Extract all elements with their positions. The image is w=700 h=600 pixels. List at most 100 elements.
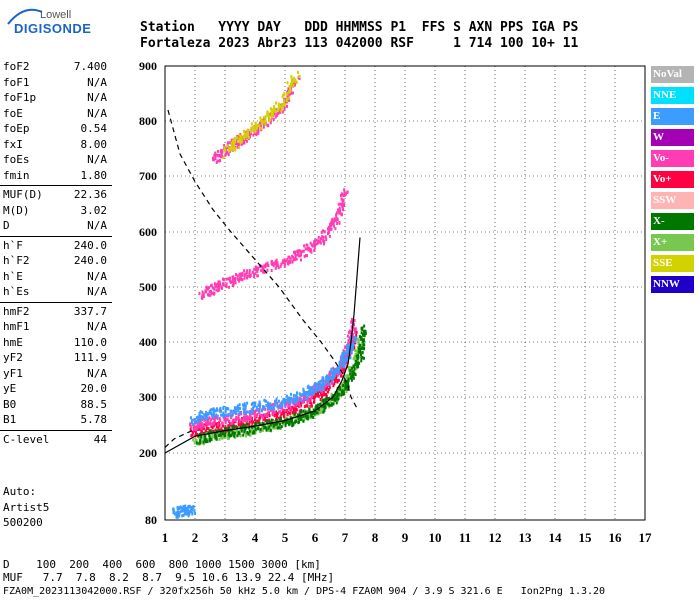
echo-point bbox=[273, 106, 276, 110]
echo-point bbox=[292, 406, 295, 410]
echo-point bbox=[202, 295, 205, 299]
echo-point bbox=[265, 414, 268, 418]
echo-point bbox=[276, 264, 279, 268]
echo-point bbox=[359, 352, 362, 356]
echo-point bbox=[363, 332, 366, 336]
echo-point bbox=[284, 424, 287, 428]
echo-point bbox=[237, 416, 240, 420]
echo-point bbox=[305, 243, 308, 247]
echo-point bbox=[183, 512, 186, 516]
echo-point bbox=[194, 430, 197, 434]
echo-point bbox=[344, 192, 347, 196]
profile-curve bbox=[164, 237, 361, 454]
echo-point bbox=[262, 417, 265, 421]
echo-point bbox=[308, 409, 311, 413]
echo-point bbox=[352, 376, 355, 380]
echo-point bbox=[243, 138, 246, 142]
echo-point bbox=[302, 249, 305, 253]
echo-point bbox=[236, 404, 239, 408]
echo-point bbox=[341, 198, 344, 202]
echo-point bbox=[272, 412, 275, 416]
echo-point bbox=[348, 366, 351, 370]
echo-point bbox=[291, 418, 294, 422]
param-name: D bbox=[3, 219, 10, 232]
echo-point bbox=[296, 391, 299, 395]
echo-point bbox=[327, 378, 330, 382]
param-separator bbox=[0, 301, 112, 303]
x-tick-label: 8 bbox=[372, 530, 379, 545]
echo-point bbox=[263, 264, 266, 268]
legend-item: X+ bbox=[651, 234, 694, 251]
echo-point bbox=[325, 401, 328, 405]
echo-point bbox=[328, 397, 331, 401]
echo-point bbox=[274, 260, 277, 264]
echo-point bbox=[217, 426, 220, 430]
echo-point bbox=[346, 343, 349, 347]
echo-point bbox=[327, 230, 330, 234]
legend-item: W bbox=[651, 129, 694, 146]
echo-point bbox=[315, 406, 318, 410]
param-value: 88.5 bbox=[80, 397, 108, 411]
echo-point bbox=[343, 191, 346, 195]
echo-point bbox=[331, 374, 334, 378]
echo-point bbox=[235, 415, 238, 419]
echo-point bbox=[283, 108, 286, 112]
echo-point bbox=[226, 144, 229, 148]
echo-point bbox=[330, 392, 333, 396]
echo-point bbox=[335, 213, 338, 217]
echo-point bbox=[360, 347, 363, 351]
echo-point bbox=[335, 370, 338, 374]
echo-point bbox=[340, 212, 343, 216]
echo-point bbox=[214, 285, 217, 289]
echo-point bbox=[283, 401, 286, 405]
echo-point bbox=[211, 286, 214, 290]
echo-point bbox=[341, 200, 344, 204]
echo-point bbox=[260, 269, 263, 273]
echo-point bbox=[309, 241, 312, 245]
echo-point bbox=[172, 511, 175, 515]
echo-point bbox=[361, 338, 364, 342]
echo-point bbox=[360, 331, 363, 335]
echo-point bbox=[313, 400, 316, 404]
echo-point bbox=[341, 352, 344, 356]
echo-point bbox=[236, 139, 239, 143]
echo-point bbox=[310, 387, 313, 391]
echo-point bbox=[261, 413, 264, 417]
echo-point bbox=[202, 442, 205, 446]
param-value: N/A bbox=[87, 285, 107, 298]
echo-point bbox=[321, 385, 324, 389]
echo-point bbox=[328, 405, 331, 409]
echo-point bbox=[328, 234, 331, 238]
echo-point bbox=[200, 418, 203, 422]
param-name: hmF1 bbox=[3, 320, 30, 333]
echo-point bbox=[226, 418, 229, 422]
echo-point bbox=[275, 422, 278, 426]
echo-point bbox=[283, 413, 286, 417]
echo-point bbox=[341, 355, 344, 359]
echo-point bbox=[300, 416, 303, 420]
echo-point bbox=[300, 393, 303, 397]
echo-point bbox=[227, 412, 230, 416]
echo-point bbox=[354, 362, 357, 366]
echo-point bbox=[270, 418, 273, 422]
echo-point bbox=[291, 91, 294, 95]
echo-point bbox=[205, 421, 208, 425]
echo-point bbox=[313, 239, 316, 243]
echo-point bbox=[287, 410, 290, 414]
echo-point bbox=[223, 144, 226, 148]
echo-point bbox=[216, 149, 219, 153]
echo-point bbox=[221, 149, 224, 153]
echo-point bbox=[228, 146, 231, 150]
echo-point bbox=[288, 401, 291, 405]
echo-point bbox=[320, 401, 323, 405]
echo-point bbox=[300, 414, 303, 418]
echo-point bbox=[264, 425, 267, 429]
echo-point bbox=[298, 409, 301, 413]
echo-point bbox=[316, 388, 319, 392]
echo-point bbox=[192, 438, 195, 442]
echo-point bbox=[275, 401, 278, 405]
echo-point bbox=[356, 337, 359, 341]
echo-point bbox=[280, 106, 283, 110]
echo-point bbox=[324, 379, 327, 383]
echo-point bbox=[324, 384, 327, 388]
